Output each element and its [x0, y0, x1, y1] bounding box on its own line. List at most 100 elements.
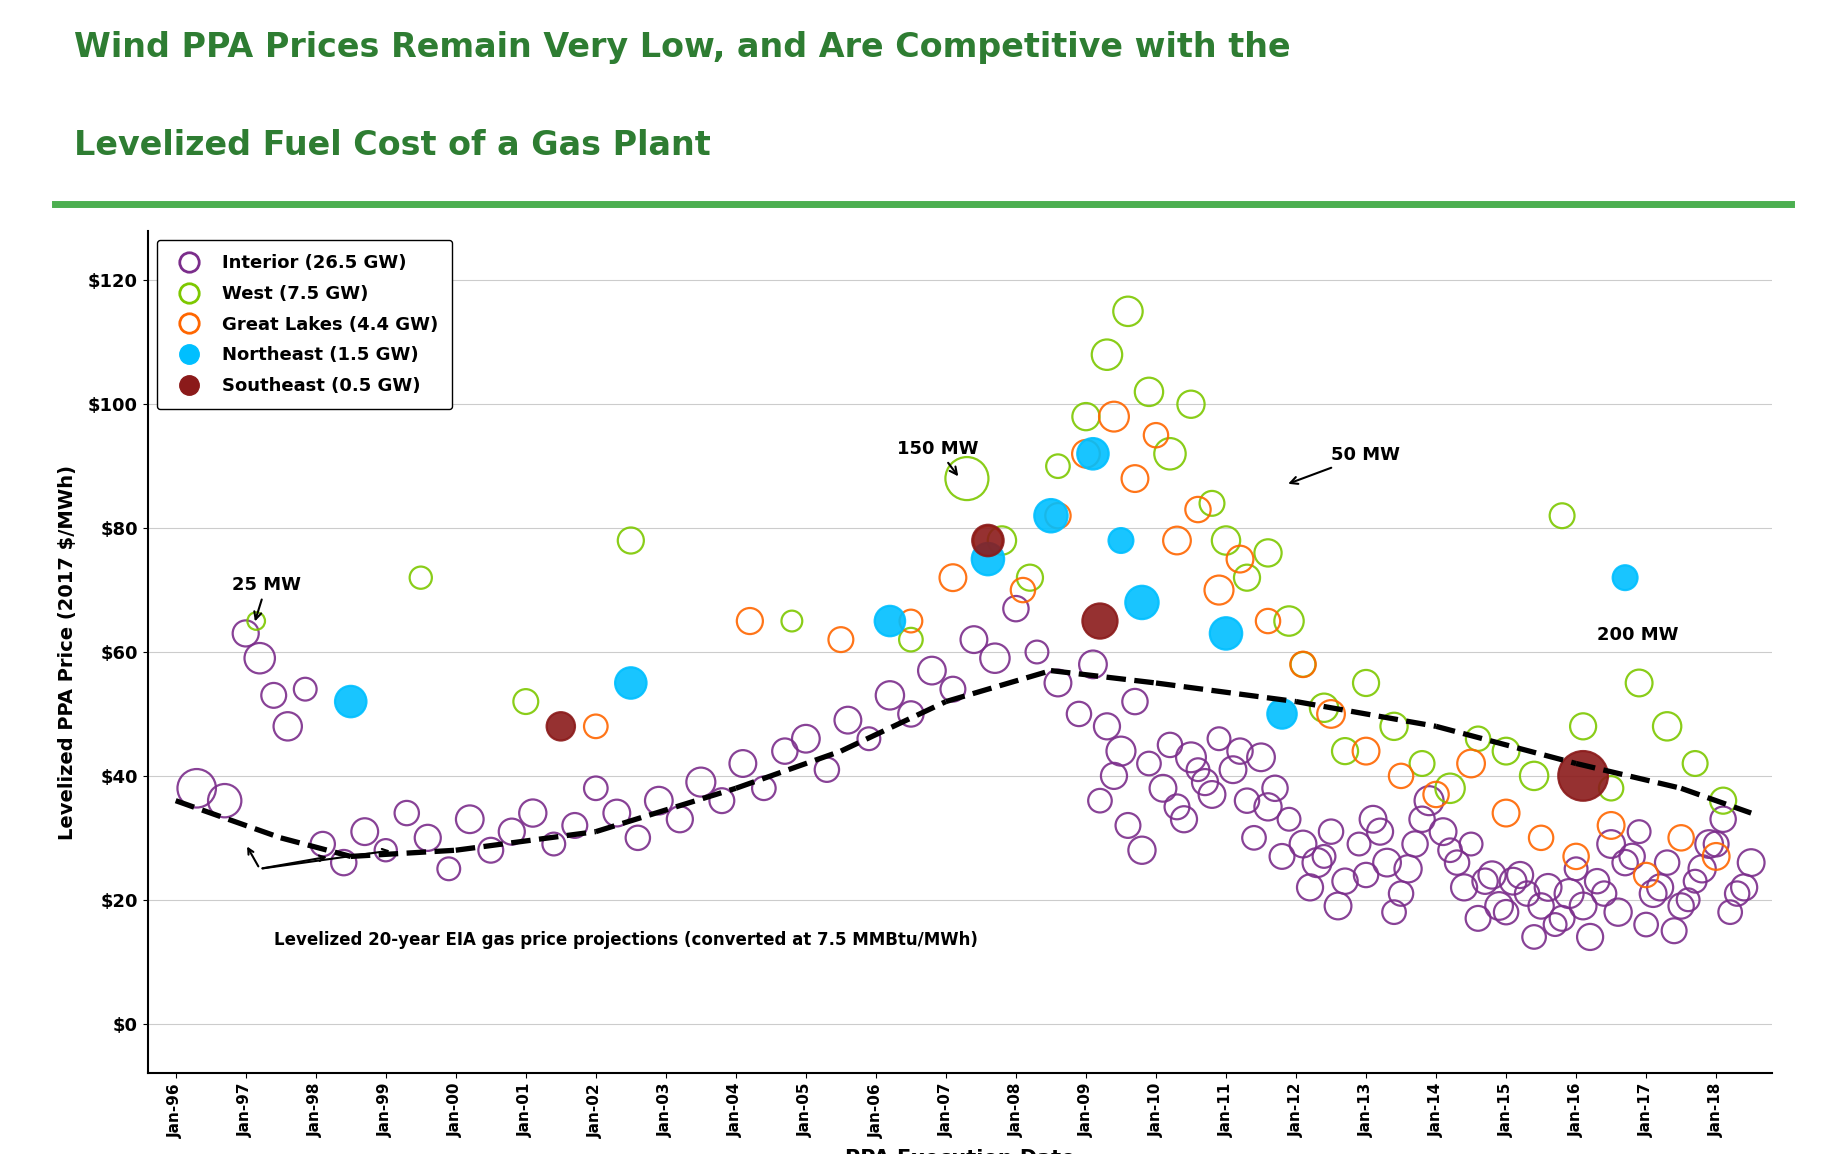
Point: [1289, 655, 1318, 674]
Point: [1023, 643, 1052, 661]
Point: [1043, 457, 1073, 475]
Point: [1722, 884, 1752, 902]
Point: [988, 531, 1017, 549]
Point: [1632, 915, 1661, 934]
Point: [1484, 897, 1514, 915]
Point: [1274, 612, 1303, 630]
Point: [1113, 302, 1143, 321]
Point: [1680, 755, 1709, 773]
Point: [1246, 748, 1276, 766]
Point: [1176, 748, 1205, 766]
Point: [1421, 785, 1451, 803]
Point: [1071, 444, 1100, 463]
Point: [1632, 866, 1661, 884]
Point: [1569, 717, 1599, 735]
Point: [1730, 878, 1759, 897]
Point: [895, 705, 925, 724]
Point: [1085, 792, 1115, 810]
Point: [938, 569, 967, 587]
Point: [1183, 760, 1213, 779]
Point: [258, 687, 288, 705]
Point: [1085, 612, 1115, 630]
Point: [406, 569, 436, 587]
Point: [1386, 884, 1416, 902]
Point: [1639, 884, 1669, 902]
Point: [1401, 834, 1431, 853]
Point: [371, 841, 401, 860]
Point: [1575, 928, 1604, 946]
Point: [1204, 580, 1233, 599]
Point: [1015, 569, 1045, 587]
Point: [1036, 507, 1065, 525]
Point: [1597, 834, 1626, 853]
Point: [414, 829, 443, 847]
Point: [329, 854, 358, 872]
Point: [1695, 834, 1724, 853]
Point: [1218, 760, 1248, 779]
Point: [1106, 742, 1135, 760]
Point: [1253, 544, 1283, 562]
Point: [938, 680, 967, 698]
Point: [1527, 897, 1556, 915]
Point: [1198, 494, 1228, 512]
Point: [1226, 742, 1255, 760]
Point: [1660, 922, 1689, 941]
Point: [1492, 902, 1521, 921]
Text: 50 MW: 50 MW: [1290, 445, 1399, 484]
Point: [1645, 878, 1674, 897]
Point: [1351, 742, 1381, 760]
Point: [917, 661, 947, 680]
Point: [1702, 834, 1732, 853]
Point: [833, 711, 862, 729]
Point: [875, 687, 905, 705]
Point: [1063, 705, 1093, 724]
Point: [1386, 766, 1416, 785]
Point: [1316, 705, 1346, 724]
Point: [602, 804, 631, 823]
Point: [1274, 810, 1303, 829]
Point: [1078, 444, 1108, 463]
Text: 150 MW: 150 MW: [897, 440, 978, 474]
Point: [1624, 823, 1654, 841]
Point: [1582, 872, 1612, 891]
Point: [1540, 915, 1569, 934]
Point: [1456, 755, 1486, 773]
Point: [1359, 810, 1388, 829]
Point: [1163, 531, 1193, 549]
Point: [1469, 872, 1499, 891]
Point: [210, 792, 240, 810]
Point: [1351, 866, 1381, 884]
Point: [1266, 847, 1296, 866]
Point: [1737, 854, 1767, 872]
Point: [1562, 847, 1591, 866]
Point: [1351, 674, 1381, 692]
Point: [1680, 872, 1709, 891]
Point: [183, 779, 212, 797]
Point: [1610, 569, 1639, 587]
Point: [1456, 834, 1486, 853]
Point: [1226, 549, 1255, 568]
Point: [546, 717, 576, 735]
Point: [1266, 705, 1296, 724]
Point: [1344, 834, 1373, 853]
Point: [687, 773, 716, 792]
Point: [351, 823, 380, 841]
Point: [960, 630, 989, 649]
Point: [1204, 729, 1233, 748]
Point: [624, 829, 653, 847]
Point: [1093, 717, 1122, 735]
Point: [1071, 407, 1100, 426]
Point: [1191, 773, 1220, 792]
Point: [1519, 766, 1549, 785]
Point: [749, 779, 779, 797]
Point: [1597, 816, 1626, 834]
Point: [1043, 507, 1073, 525]
Point: [1379, 717, 1408, 735]
Point: [1324, 897, 1353, 915]
Point: [1309, 847, 1338, 866]
Point: [1708, 792, 1737, 810]
Point: [1316, 823, 1346, 841]
Point: [391, 804, 421, 823]
Point: [1043, 674, 1073, 692]
X-axis label: PPA Execution Date: PPA Execution Date: [845, 1148, 1074, 1154]
